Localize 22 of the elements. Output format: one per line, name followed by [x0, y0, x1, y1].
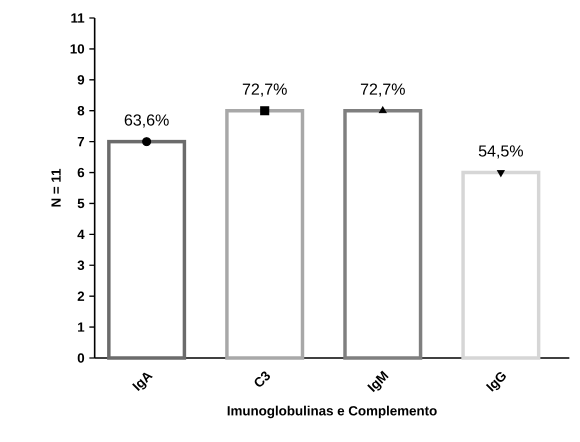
x-tick-label: IgM [367, 370, 389, 392]
y-tick-label: 1 [78, 322, 84, 332]
x-tick-label: C3 [254, 372, 270, 387]
y-tick-label: 9 [78, 75, 84, 85]
y-tick-label: 5 [78, 198, 84, 208]
y-tick-label: 10 [70, 44, 84, 54]
annotation: 72,7% [360, 83, 405, 97]
y-tick-label: 2 [78, 292, 84, 301]
annotation: 63,6% [124, 114, 169, 128]
y-tick-label: 0 [78, 353, 84, 363]
y-tick-label: 11 [71, 13, 84, 23]
y-tick-label: 8 [78, 106, 84, 116]
y-tick-label: 6 [78, 168, 84, 178]
x-axis-title: Imunoglobulinas e Complemento [228, 406, 437, 418]
y-tick-label: 4 [77, 230, 85, 239]
y-tick-label: 3 [78, 260, 84, 270]
annotation: 72,7% [242, 83, 287, 97]
x-tick-label: IgA [132, 372, 153, 392]
x-tick-label: IgG [486, 372, 506, 392]
y-axis-title: N = 11 [51, 168, 61, 207]
y-tick-label: 7 [78, 137, 84, 146]
annotation: 54,5% [478, 145, 523, 158]
